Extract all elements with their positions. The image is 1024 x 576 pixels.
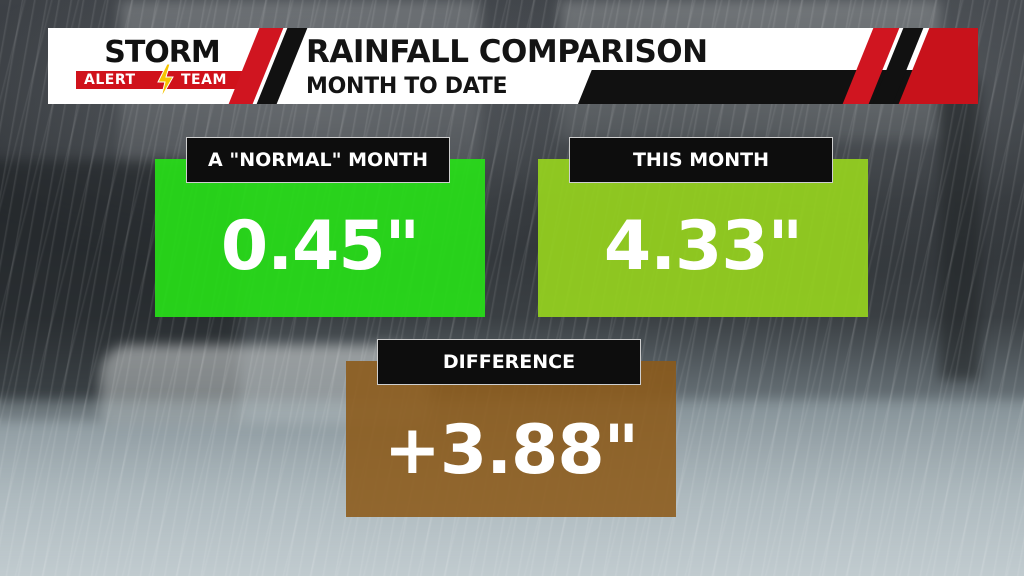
normal-month-card: A "NORMAL" MONTH 0.45" <box>155 137 485 317</box>
this-month-card: THIS MONTH 4.33" <box>538 137 868 317</box>
this-month-panel <box>538 159 868 317</box>
page-title: RAINFALL COMPARISON <box>306 34 708 70</box>
difference-value: +3.88" <box>383 411 639 490</box>
lightning-bolt-icon <box>157 64 174 98</box>
logo-team-word: TEAM <box>181 72 227 88</box>
normal-month-label: A "NORMAL" MONTH <box>186 137 450 183</box>
logo-alert-word: ALERT <box>84 72 136 88</box>
difference-label: DIFFERENCE <box>377 339 641 385</box>
background-tree <box>940 80 980 380</box>
storm-alert-team-logo: STORM ALERT TEAM <box>62 36 262 98</box>
normal-month-value: 0.45" <box>220 207 420 286</box>
this-month-label: THIS MONTH <box>569 137 833 183</box>
header-banner: STORM ALERT TEAM RAINFALL COMPARISON MON… <box>48 28 978 104</box>
logo-storm-word: STORM <box>104 35 221 70</box>
this-month-value: 4.33" <box>603 207 803 286</box>
difference-panel <box>346 361 676 517</box>
difference-card: DIFFERENCE +3.88" <box>346 339 676 517</box>
normal-month-panel <box>155 159 485 317</box>
page-subtitle: MONTH TO DATE <box>306 74 508 99</box>
